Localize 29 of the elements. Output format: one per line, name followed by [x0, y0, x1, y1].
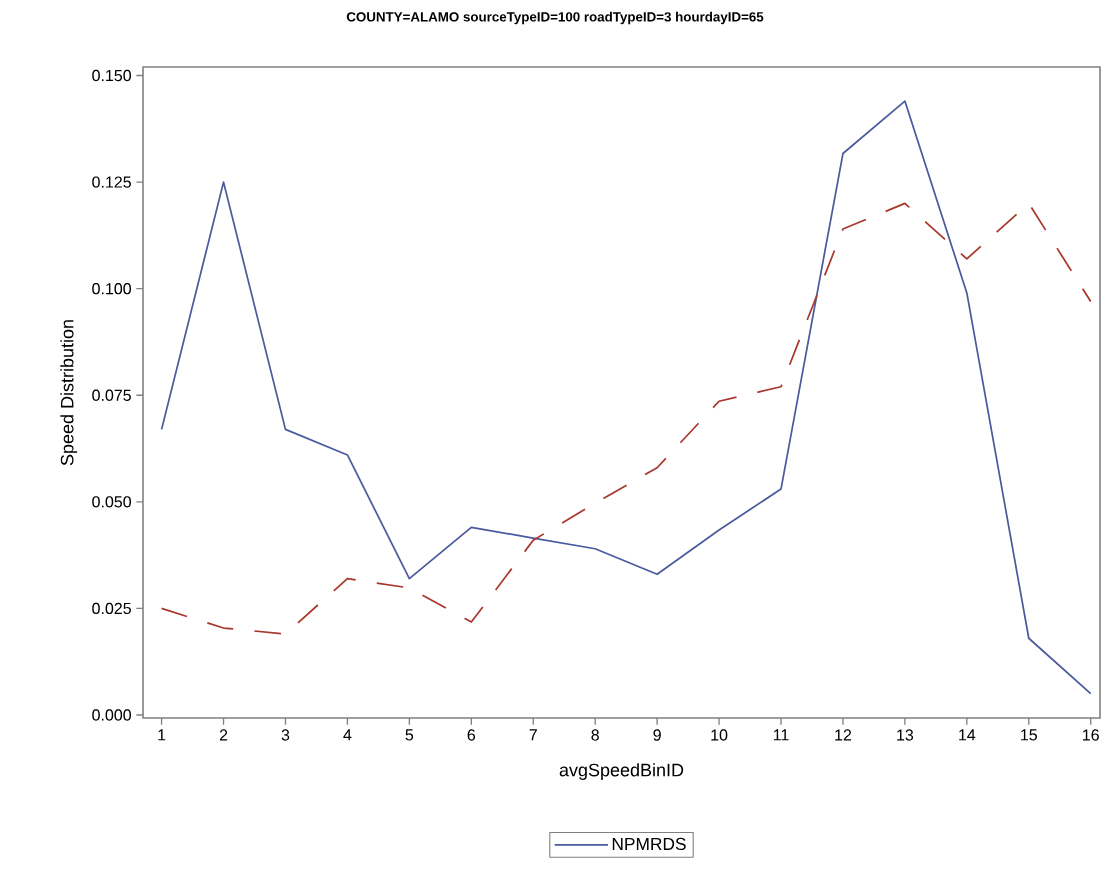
x-tick-label: 16 — [1083, 729, 1099, 741]
y-tick-label: 0.000 — [92, 709, 132, 721]
x-tick-label: 2 — [219, 729, 228, 741]
x-tick-label: 13 — [897, 729, 914, 741]
y-tick-label: 0.025 — [92, 602, 131, 615]
x-tick-label: 3 — [281, 729, 290, 741]
x-tick-label: 4 — [343, 729, 352, 741]
x-tick-label: 5 — [405, 729, 414, 741]
y-axis-title: Speed Distribution — [60, 320, 78, 466]
x-tick-label: 7 — [529, 729, 537, 741]
x-tick-label: 14 — [959, 729, 976, 741]
y-tick-label: 0.100 — [92, 283, 132, 295]
x-tick-label: 9 — [653, 729, 661, 741]
x-tick-label: 11 — [773, 729, 789, 741]
x-tick-label: 10 — [711, 729, 728, 741]
y-tick-label: 0.075 — [92, 389, 131, 401]
legend-label: NPMRDS — [612, 837, 686, 851]
y-tick-label: 0.150 — [92, 69, 132, 82]
x-tick-label: 1 — [158, 729, 166, 741]
line-series — [160, 202, 1092, 635]
y-tick-label: 0.125 — [92, 176, 131, 188]
x-axis-title: avgSpeedBinID — [559, 763, 684, 780]
x-tick-label: 8 — [591, 729, 599, 741]
chart-title: COUNTY=ALAMO sourceTypeID=100 roadTypeID=3 hourdayID=65 — [346, 11, 764, 25]
line-series — [160, 100, 1092, 695]
x-tick-label: 6 — [467, 729, 476, 741]
y-tick-label: 0.050 — [92, 496, 132, 508]
x-tick-label: 12 — [835, 729, 852, 741]
x-tick-label: 15 — [1021, 729, 1037, 741]
